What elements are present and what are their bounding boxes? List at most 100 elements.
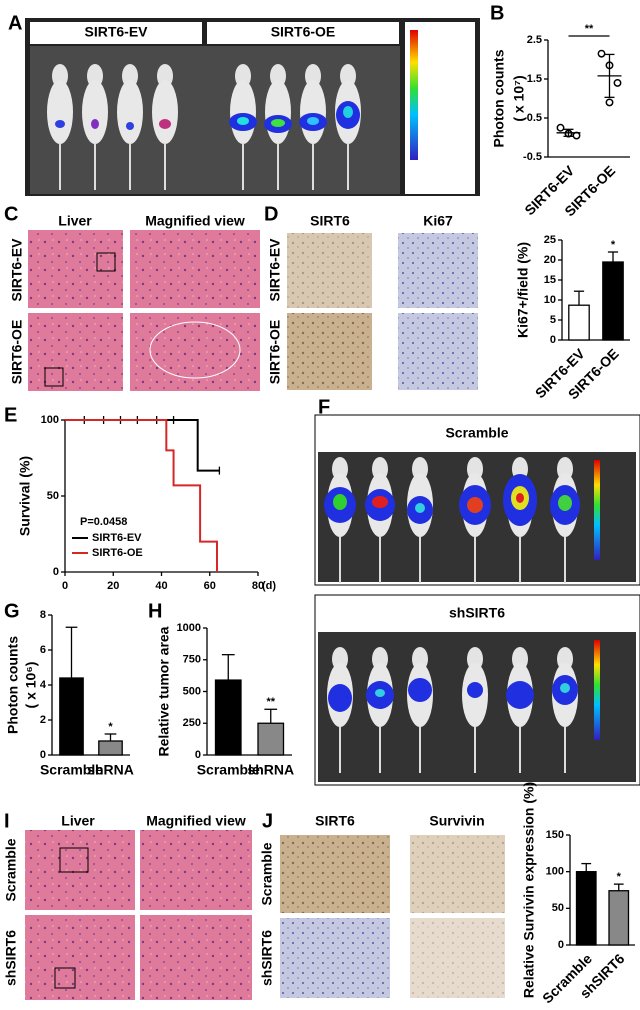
panel-letter: D — [264, 203, 278, 225]
row-label: SIRT6-OE — [9, 320, 25, 385]
bar — [98, 740, 123, 756]
column-label: Liver — [61, 813, 95, 829]
bar — [214, 679, 242, 756]
legend-label: SIRT6-EV — [92, 532, 142, 544]
ihc-image — [398, 313, 478, 390]
y-tick-label: 6 — [40, 644, 46, 656]
survival-line — [65, 419, 220, 472]
y-tick-label: 250 — [183, 717, 201, 729]
histology-image — [25, 830, 135, 910]
significance: * — [611, 239, 616, 251]
survival-line — [65, 419, 218, 572]
zoom-box — [59, 847, 89, 873]
bar — [602, 261, 624, 341]
significance: * — [617, 871, 622, 883]
data-point — [605, 98, 614, 107]
panel-letter: A — [8, 12, 22, 34]
bar — [257, 722, 285, 756]
row-label: SIRT6-OE — [267, 320, 283, 385]
data-point — [556, 123, 565, 132]
y-tick-label: 20 — [544, 254, 556, 266]
histology-image — [25, 915, 135, 1000]
header-box — [30, 22, 202, 44]
zoom-box — [96, 252, 116, 272]
ihc-image — [280, 918, 390, 998]
y-axis-label: Ki67+/field (%) — [515, 242, 531, 338]
y-tick-label: 50 — [47, 490, 59, 502]
column-label: Magnified view — [146, 813, 246, 829]
y-tick-label: 15 — [544, 274, 556, 286]
panel-letter: E — [4, 404, 17, 426]
column-label: SIRT6-OE — [271, 24, 336, 40]
histology-image — [28, 230, 123, 308]
ihc-image — [410, 835, 505, 913]
x-tick-label: 80 — [252, 580, 264, 592]
bar — [575, 871, 597, 946]
y-axis-unit: ( x 10⁶) — [23, 662, 39, 709]
ihc-image — [287, 313, 372, 390]
mice — [46, 63, 362, 191]
y-tick-label: 750 — [183, 654, 201, 666]
column-label: SIRT6 — [315, 813, 355, 829]
y-tick-label: 5 — [550, 314, 556, 326]
x-tick-label: shRNA — [247, 762, 294, 778]
y-tick-label: 2 — [40, 714, 46, 726]
x-tick-label: 60 — [204, 580, 216, 592]
y-tick-label: 150 — [546, 829, 564, 841]
panel-letter: C — [4, 203, 18, 225]
color-scale — [410, 30, 418, 160]
header-box — [207, 22, 399, 44]
panel-letter: I — [4, 810, 10, 832]
x-tick-label: shRNA — [87, 762, 134, 778]
y-tick-label: 4 — [40, 679, 47, 691]
y-tick-label: 10 — [544, 294, 556, 306]
y-tick-label: 0 — [558, 939, 564, 951]
column-label: Ki67 — [423, 213, 453, 229]
ihc-image — [287, 233, 372, 308]
panel-letter: B — [490, 2, 504, 24]
row-label: SIRT6-EV — [9, 238, 25, 302]
y-tick-label: 50 — [552, 902, 564, 914]
y-tick-label: 25 — [544, 234, 556, 246]
panel-letter: J — [262, 810, 273, 832]
y-axis-label: Survival (%) — [17, 456, 33, 536]
y-tick-label: 0.5 — [527, 112, 542, 124]
column-label: Magnified view — [145, 213, 245, 229]
bar — [608, 890, 630, 946]
y-tick-label: -0.5 — [523, 151, 542, 163]
histology-image — [140, 830, 252, 910]
zoom-box — [54, 967, 76, 989]
x-tick-label: 0 — [62, 580, 68, 592]
panel-letter: G — [4, 600, 20, 622]
x-tick-label: Scramble — [197, 762, 260, 778]
y-tick-label: 8 — [40, 609, 46, 621]
legend-label: SIRT6-OE — [92, 547, 143, 559]
ihc-image — [410, 918, 505, 998]
histology-image — [28, 313, 123, 391]
y-tick-label: 500 — [183, 685, 201, 697]
zoom-box — [44, 367, 64, 387]
y-tick-label: 100 — [546, 866, 564, 878]
annotation: P=0.0458 — [80, 516, 127, 528]
header-label: Scramble — [445, 425, 508, 441]
y-axis-label: Photon counts — [5, 636, 21, 734]
ihc-image — [280, 835, 390, 913]
mice — [324, 456, 580, 774]
bar — [568, 304, 590, 341]
significance: * — [108, 721, 113, 733]
y-axis-label: Relative Survivin expression (%) — [521, 782, 537, 998]
data-point — [597, 49, 606, 58]
tumor-outline — [149, 321, 241, 379]
x-tick-label: 20 — [107, 580, 119, 592]
panel-letter: F — [318, 396, 330, 418]
bar — [59, 677, 84, 756]
column-label: Liver — [58, 213, 92, 229]
x-axis-label: (d) — [262, 580, 276, 592]
y-tick-label: 0 — [40, 749, 46, 761]
column-label: Survivin — [429, 813, 484, 829]
row-label: shSIRT6 — [259, 930, 275, 986]
y-axis-label: Relative tumor area — [156, 626, 172, 756]
y-tick-label: 100 — [41, 414, 59, 426]
